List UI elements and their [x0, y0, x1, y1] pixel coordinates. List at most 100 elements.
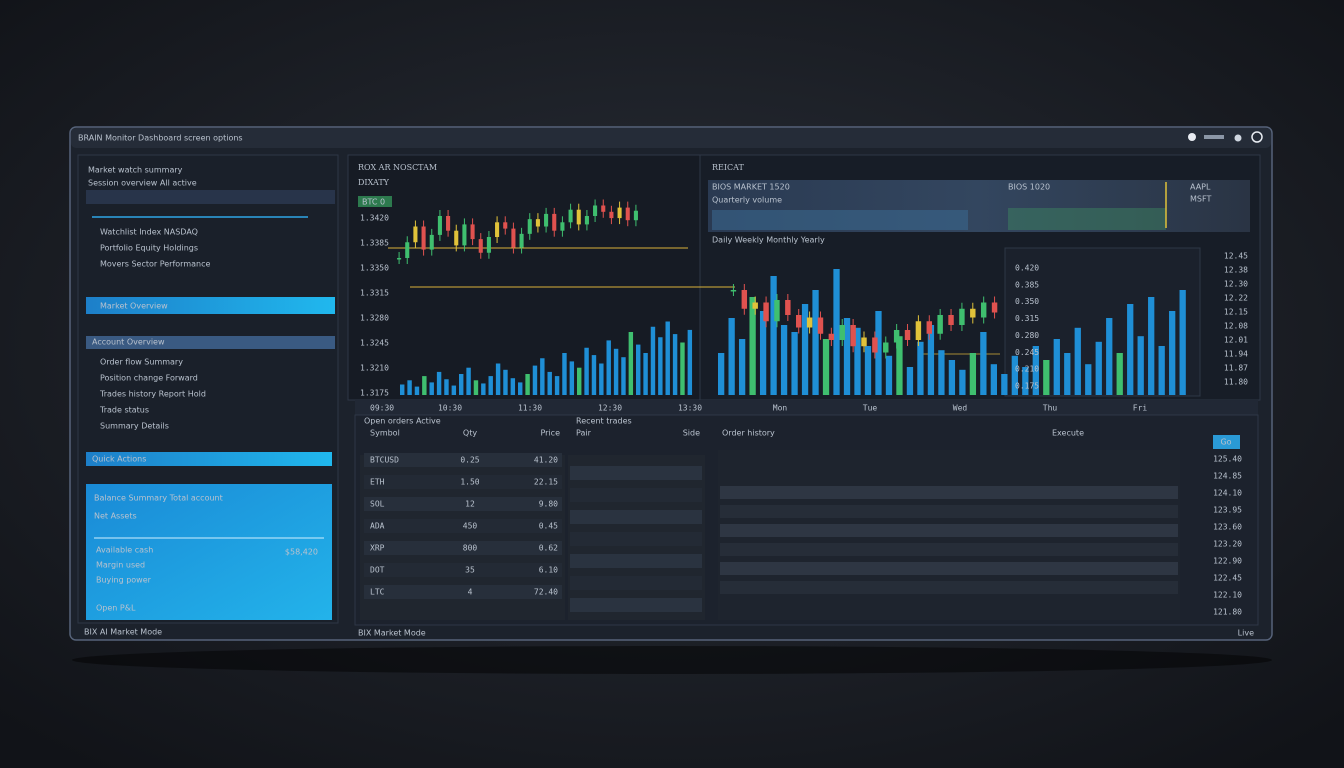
candle: [429, 234, 434, 250]
volume-bar: [613, 348, 619, 395]
table-title: Recent trades: [576, 417, 632, 426]
table-row: [570, 510, 702, 524]
volume-bar: [599, 363, 604, 395]
candle: [584, 216, 589, 225]
volume-bar: [770, 276, 777, 395]
table-cell: 35: [465, 566, 475, 575]
section-bar: [86, 336, 335, 349]
y-tick-label: 1.3420: [360, 214, 389, 223]
volume-bar: [854, 327, 861, 395]
sidebar-header: Market watch summary: [88, 166, 183, 175]
price-label: 11.94: [1224, 350, 1248, 359]
candle: [421, 226, 426, 250]
volume-bar: [643, 353, 648, 395]
table-cell: ETH: [370, 478, 385, 487]
volume-bar: [672, 334, 678, 395]
candle: [625, 207, 630, 221]
candle: [609, 211, 614, 219]
price-label: 123.95: [1213, 506, 1242, 515]
detail-row: [720, 581, 1178, 594]
volume-bar: [1011, 355, 1018, 395]
table-cell: 9.80: [539, 500, 558, 509]
y-tick-label: 1.3210: [360, 364, 389, 373]
status-right: Live: [1238, 629, 1254, 638]
candle: [752, 302, 758, 309]
volume-bar: [451, 385, 457, 395]
card-line: Net Assets: [94, 512, 137, 521]
volume-bar: [481, 383, 486, 395]
candle: [478, 239, 483, 253]
content: BRAIN Monitor Dashboard screen options Ma…: [78, 134, 1254, 638]
candle: [730, 290, 737, 292]
y-tick-label: 1.3315: [360, 289, 389, 298]
price-label: 122.90: [1213, 557, 1242, 566]
icon[interactable]: [1188, 133, 1196, 141]
symbol: MSFT: [1190, 195, 1211, 204]
volume-bar: [1106, 318, 1113, 395]
volume-bar: [562, 353, 567, 395]
candle: [503, 222, 508, 229]
icon[interactable]: [1204, 135, 1224, 139]
symbol: AAPL: [1190, 183, 1211, 192]
x-tick-label: Wed: [953, 404, 968, 413]
candle: [486, 237, 491, 253]
volume-bar: [606, 340, 611, 395]
volume-bar: [680, 342, 685, 395]
table-row: [570, 488, 702, 502]
column-header: Qty: [463, 429, 477, 438]
volume-bar: [1137, 336, 1144, 395]
detail-row: [720, 524, 1178, 537]
detail-title: Order history: [722, 429, 775, 438]
volume-bar: [569, 361, 575, 395]
close-button[interactable]: [1251, 131, 1263, 143]
price-label: 12.30: [1224, 280, 1248, 289]
table-cell: 41.20: [534, 456, 558, 465]
shadow: [72, 646, 1272, 674]
window-title: BRAIN Monitor Dashboard screen options: [78, 134, 243, 143]
volume-bar: [990, 364, 998, 395]
volume-bar: [422, 376, 427, 395]
ticker-band: [1008, 208, 1166, 230]
table-row: [570, 554, 702, 568]
volume-bar: [1043, 360, 1050, 395]
volume-bar: [525, 374, 530, 395]
volume-bar: [532, 365, 538, 395]
price-label: 124.10: [1213, 489, 1242, 498]
y-tick-label: 0.175: [1015, 382, 1039, 391]
volume-bar: [414, 386, 420, 395]
volume-bar: [466, 367, 471, 395]
table-row: [570, 466, 702, 480]
section-title: Quick Actions: [92, 455, 146, 464]
candle: [806, 317, 813, 328]
candle: [904, 330, 911, 340]
y-tick-label: 1.3175: [360, 389, 389, 398]
detail-row: [720, 543, 1178, 556]
chart-title: ROX AR NOSCTAM: [358, 163, 437, 172]
symbol: BIOS 1020: [1008, 183, 1050, 192]
price-label: 122.10: [1213, 591, 1242, 600]
volume-bar: [1169, 311, 1176, 395]
volume-bar: [628, 332, 634, 395]
icon[interactable]: [1234, 134, 1242, 142]
volume-bar: [1158, 346, 1165, 395]
table-cell: 12: [465, 500, 475, 509]
volume-bar: [444, 379, 449, 395]
volume-bar: [621, 357, 626, 395]
price-label: 12.38: [1224, 266, 1248, 275]
candle: [470, 224, 475, 240]
volume-bar: [959, 369, 966, 395]
selected-row[interactable]: [86, 297, 335, 314]
x-tick-label: Tue: [863, 404, 878, 413]
volume-bar: [718, 353, 725, 395]
volume-bar: [658, 337, 663, 395]
column-header: Pair: [576, 429, 592, 438]
button[interactable]: [1213, 435, 1240, 449]
price-label: 12.22: [1224, 294, 1248, 303]
candle: [959, 308, 965, 325]
column-header: Side: [683, 429, 700, 438]
volume-bar: [1085, 364, 1092, 395]
sidebar-tab: [86, 190, 335, 204]
candle: [926, 321, 932, 334]
table-cell: 6.10: [539, 566, 558, 575]
candle: [828, 333, 835, 340]
